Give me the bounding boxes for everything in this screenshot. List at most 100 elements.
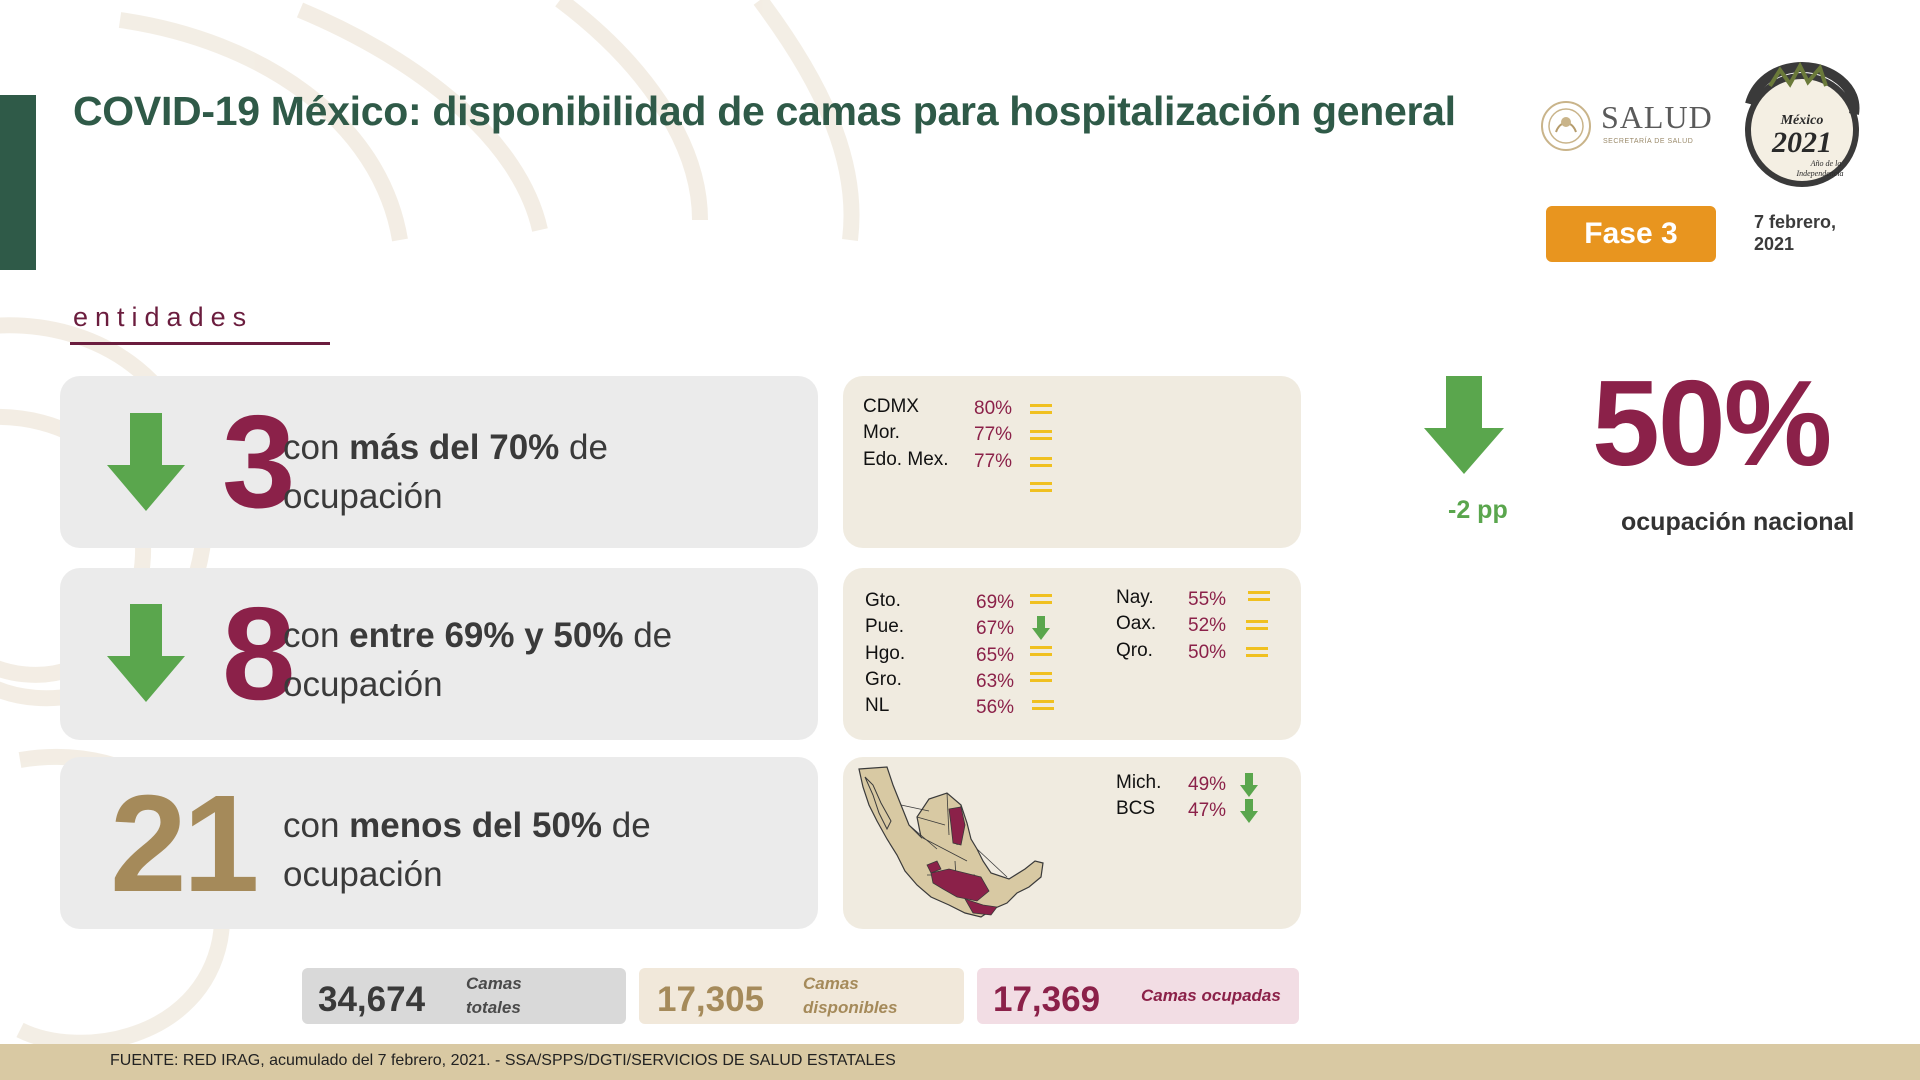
available-beds-box: 17,305 Camas disponibles — [639, 968, 964, 1024]
salud-text: SALUD — [1601, 99, 1713, 135]
arrow-down-icon — [1240, 773, 1258, 797]
footer-bar — [0, 1044, 1920, 1080]
row-text-mid-pre: con — [283, 616, 350, 655]
state-name: Edo. Mex. — [863, 449, 949, 470]
total-beds-label-line1: Camas — [466, 974, 522, 993]
detail-box-mid — [843, 568, 1301, 740]
report-date: 7 febrero, 2021 — [1754, 211, 1836, 255]
state-name: Mich. — [1116, 772, 1162, 793]
state-name: Hgo. — [865, 643, 906, 664]
phase-badge: Fase 3 — [1546, 206, 1716, 262]
report-date-line1: 7 febrero, — [1754, 212, 1837, 232]
state-pct: 77% — [974, 424, 1013, 445]
occupied-beds-label: Camas ocupadas — [1141, 986, 1281, 1005]
state-pct: 47% — [1188, 800, 1227, 821]
arrow-down-icon — [107, 604, 185, 702]
arrow-down-icon — [1240, 799, 1258, 823]
mexico-map-icon — [858, 766, 1044, 918]
row-text-high-post: de — [559, 428, 608, 467]
state-pct: 69% — [976, 592, 1015, 613]
row-text-low-pre: con — [283, 806, 350, 845]
row-text-high-pre: con — [283, 428, 350, 467]
row-text-high: con más del 70% de ocupación — [283, 423, 608, 521]
equal-icon — [1030, 430, 1052, 441]
arrow-down-icon — [107, 413, 185, 511]
equal-icon — [1030, 594, 1052, 605]
svg-text:Independencia: Independencia — [1795, 169, 1843, 178]
state-pct: 65% — [976, 645, 1015, 666]
state-name: NL — [865, 695, 890, 716]
state-name: BCS — [1116, 798, 1156, 819]
svg-text:Año de la: Año de la — [1810, 159, 1842, 168]
arrow-down-icon — [1424, 376, 1504, 474]
state-pct: 63% — [976, 671, 1015, 692]
summary-row-high — [60, 376, 818, 548]
state-pct: 55% — [1188, 589, 1227, 610]
summary-row-low — [60, 757, 818, 929]
count-mid: 8 — [222, 580, 296, 727]
report-date-line2: 2021 — [1754, 234, 1795, 254]
state-pct: 52% — [1188, 615, 1227, 636]
salud-logo: SALUD SECRETARÍA DE SALUD — [1540, 96, 1720, 154]
occupied-beds-value: 17,369 — [993, 980, 1101, 1019]
state-name: Gto. — [865, 590, 901, 611]
state-name: Mor. — [863, 422, 900, 443]
equal-icon — [1246, 647, 1268, 658]
equal-icon — [1248, 591, 1270, 602]
equal-icon — [1246, 620, 1268, 631]
salud-emblem-icon — [1541, 101, 1591, 151]
arrow-down-icon — [1032, 616, 1050, 640]
state-pct: 80% — [974, 398, 1013, 419]
available-beds-label-line2: disponibles — [803, 998, 898, 1017]
national-occupancy-value: 50% — [1592, 355, 1832, 491]
detail-box-high — [843, 376, 1301, 548]
available-beds-label: Camas disponibles — [803, 972, 897, 1020]
count-high: 3 — [222, 388, 296, 535]
count-low: 21 — [110, 767, 259, 921]
equal-icon — [1032, 700, 1054, 711]
section-underline — [70, 342, 330, 345]
state-pct: 50% — [1188, 642, 1227, 663]
equal-icon — [1030, 672, 1052, 683]
equal-icon — [1030, 404, 1052, 415]
available-beds-label-line1: Camas — [803, 974, 859, 993]
row-text-low-line2: ocupación — [283, 855, 443, 894]
equal-icon — [1030, 457, 1052, 468]
svg-text:2021: 2021 — [1771, 126, 1832, 159]
row-text-mid-bold: entre 69% y 50% — [349, 616, 624, 655]
row-text-mid-post: de — [623, 616, 673, 655]
state-pct: 56% — [976, 697, 1015, 718]
page-title: COVID-19 México: disponibilidad de camas… — [73, 88, 1456, 134]
equal-icon — [1030, 646, 1052, 657]
state-name: Pue. — [865, 616, 905, 637]
row-text-low: con menos del 50% de ocupación — [283, 801, 651, 899]
state-pct: 77% — [974, 451, 1013, 472]
state-name: Nay. — [1116, 587, 1154, 608]
total-beds-label: Camas totales — [466, 972, 522, 1020]
svg-text:México: México — [1780, 113, 1824, 128]
total-beds-value: 34,674 — [318, 980, 426, 1019]
state-pct: 67% — [976, 618, 1015, 639]
equal-icon — [1030, 482, 1052, 493]
accent-bar — [0, 95, 36, 270]
state-name: CDMX — [863, 396, 919, 417]
state-name: Gro. — [865, 669, 902, 690]
total-beds-box: 34,674 Camas totales — [302, 968, 626, 1024]
national-change: -2 pp — [1448, 496, 1508, 524]
section-label: entidades — [73, 302, 254, 332]
state-pct: 49% — [1188, 774, 1227, 795]
footer-source: FUENTE: RED IRAG, acumulado del 7 febrer… — [110, 1052, 896, 1069]
occupied-beds-box: 17,369 Camas ocupadas — [977, 968, 1299, 1024]
state-name: Oax. — [1116, 613, 1157, 634]
total-beds-label-line2: totales — [466, 998, 521, 1017]
row-text-high-line2: ocupación — [283, 477, 443, 516]
row-text-low-bold: menos del 50% — [349, 806, 603, 845]
national-occupancy-label: ocupación nacional — [1621, 508, 1855, 536]
summary-row-mid — [60, 568, 818, 740]
row-text-mid-line2: ocupación — [283, 665, 443, 704]
row-text-low-post: de — [602, 806, 651, 845]
row-text-high-bold: más del 70% — [349, 428, 560, 467]
row-text-mid: con entre 69% y 50% de ocupación — [283, 611, 672, 709]
available-beds-value: 17,305 — [657, 980, 765, 1019]
